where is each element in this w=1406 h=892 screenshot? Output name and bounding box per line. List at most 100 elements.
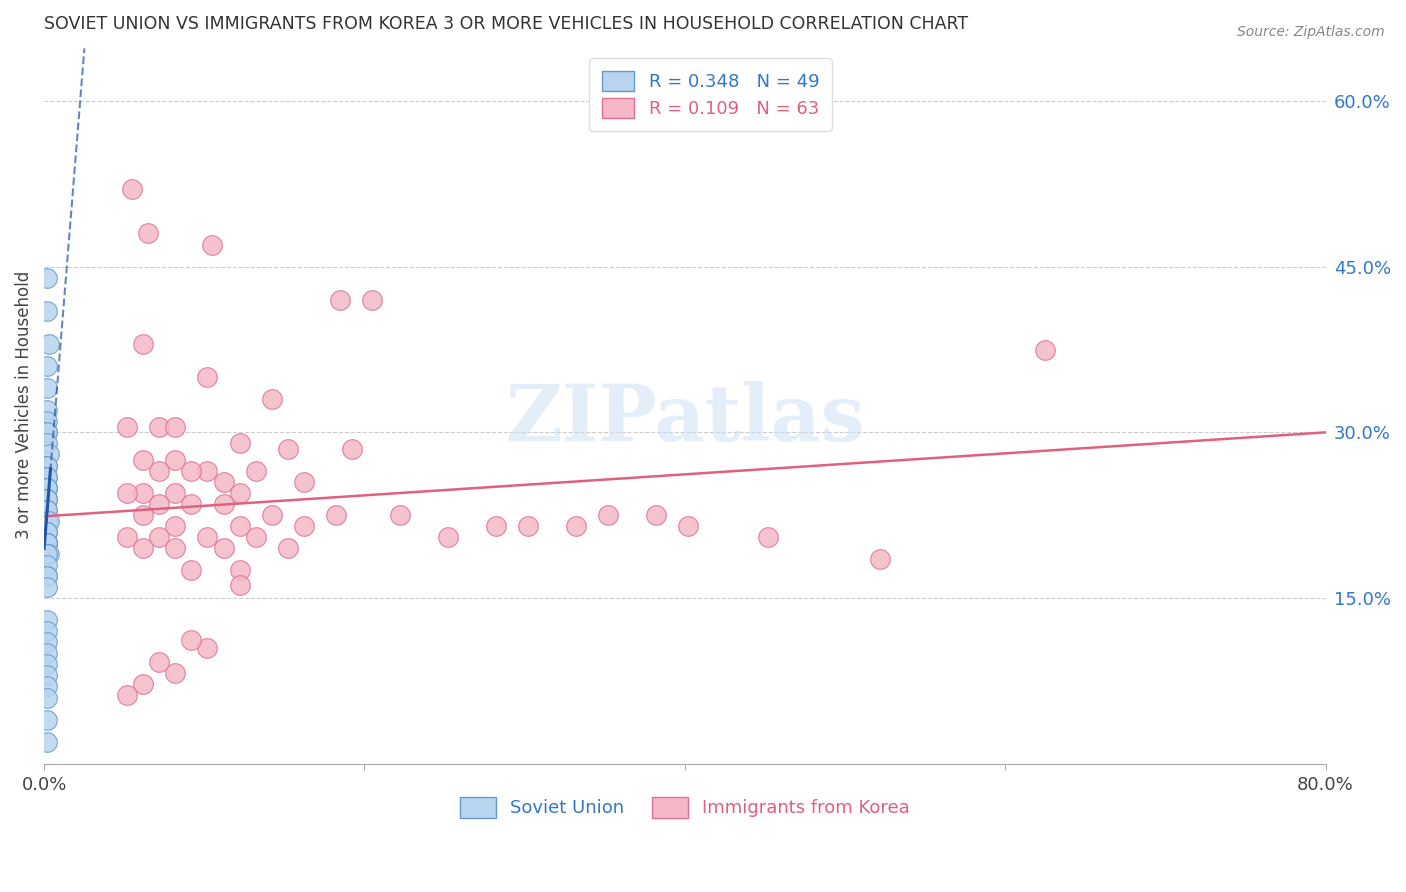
Point: [132, 508, 155, 523]
Point: [277, 541, 299, 556]
Point: [37, 624, 59, 639]
Point: [117, 689, 139, 703]
Point: [37, 536, 59, 550]
Point: [212, 475, 235, 489]
Point: [197, 530, 219, 544]
Point: [132, 677, 155, 691]
Point: [325, 508, 347, 523]
Point: [136, 227, 159, 241]
Point: [228, 519, 250, 533]
Point: [37, 713, 59, 727]
Point: [676, 519, 699, 533]
Point: [132, 486, 155, 500]
Point: [37, 547, 59, 561]
Point: [37, 524, 59, 539]
Point: [228, 486, 250, 500]
Point: [260, 392, 283, 407]
Point: [37, 536, 59, 550]
Legend: Soviet Union, Immigrants from Korea: Soviet Union, Immigrants from Korea: [451, 788, 920, 827]
Point: [292, 475, 315, 489]
Point: [37, 558, 59, 572]
Point: [38, 547, 60, 561]
Point: [117, 530, 139, 544]
Point: [37, 690, 59, 705]
Point: [37, 569, 59, 583]
Point: [148, 530, 170, 544]
Point: [228, 578, 250, 592]
Point: [165, 486, 187, 500]
Point: [212, 497, 235, 511]
Point: [340, 442, 363, 456]
Point: [436, 530, 458, 544]
Point: [329, 293, 352, 307]
Point: [645, 508, 668, 523]
Point: [180, 497, 202, 511]
Point: [292, 519, 315, 533]
Point: [165, 519, 187, 533]
Point: [596, 508, 619, 523]
Point: [37, 547, 59, 561]
Point: [148, 655, 170, 669]
Point: [38, 337, 60, 351]
Point: [117, 420, 139, 434]
Point: [38, 514, 60, 528]
Point: [197, 464, 219, 478]
Point: [756, 530, 779, 544]
Point: [37, 514, 59, 528]
Point: [117, 486, 139, 500]
Point: [37, 580, 59, 594]
Point: [37, 403, 59, 417]
Point: [37, 481, 59, 495]
Point: [37, 425, 59, 440]
Point: [37, 635, 59, 649]
Point: [37, 481, 59, 495]
Point: [132, 453, 155, 467]
Point: [37, 491, 59, 506]
Point: [180, 564, 202, 578]
Point: [37, 458, 59, 473]
Point: [165, 666, 187, 681]
Point: [37, 303, 59, 318]
Text: Source: ZipAtlas.com: Source: ZipAtlas.com: [1237, 25, 1385, 39]
Point: [38, 447, 60, 461]
Point: [388, 508, 411, 523]
Point: [361, 293, 384, 307]
Y-axis label: 3 or more Vehicles in Household: 3 or more Vehicles in Household: [15, 270, 32, 539]
Point: [37, 536, 59, 550]
Point: [165, 453, 187, 467]
Point: [565, 519, 588, 533]
Point: [37, 491, 59, 506]
Point: [37, 613, 59, 627]
Point: [37, 481, 59, 495]
Point: [516, 519, 538, 533]
Point: [180, 464, 202, 478]
Point: [121, 182, 143, 196]
Point: [277, 442, 299, 456]
Point: [37, 359, 59, 373]
Point: [37, 491, 59, 506]
Point: [37, 469, 59, 483]
Point: [37, 270, 59, 285]
Point: [132, 337, 155, 351]
Point: [132, 541, 155, 556]
Point: [165, 541, 187, 556]
Point: [37, 735, 59, 749]
Text: SOVIET UNION VS IMMIGRANTS FROM KOREA 3 OR MORE VEHICLES IN HOUSEHOLD CORRELATIO: SOVIET UNION VS IMMIGRANTS FROM KOREA 3 …: [44, 15, 969, 33]
Point: [37, 436, 59, 450]
Point: [37, 469, 59, 483]
Point: [148, 420, 170, 434]
Point: [37, 502, 59, 516]
Point: [245, 530, 267, 544]
Point: [148, 497, 170, 511]
Point: [148, 464, 170, 478]
Point: [37, 668, 59, 682]
Point: [201, 237, 224, 252]
Point: [37, 569, 59, 583]
Point: [37, 646, 59, 660]
Point: [165, 420, 187, 434]
Point: [37, 680, 59, 694]
Point: [869, 552, 891, 566]
Point: [485, 519, 508, 533]
Point: [37, 502, 59, 516]
Point: [37, 536, 59, 550]
